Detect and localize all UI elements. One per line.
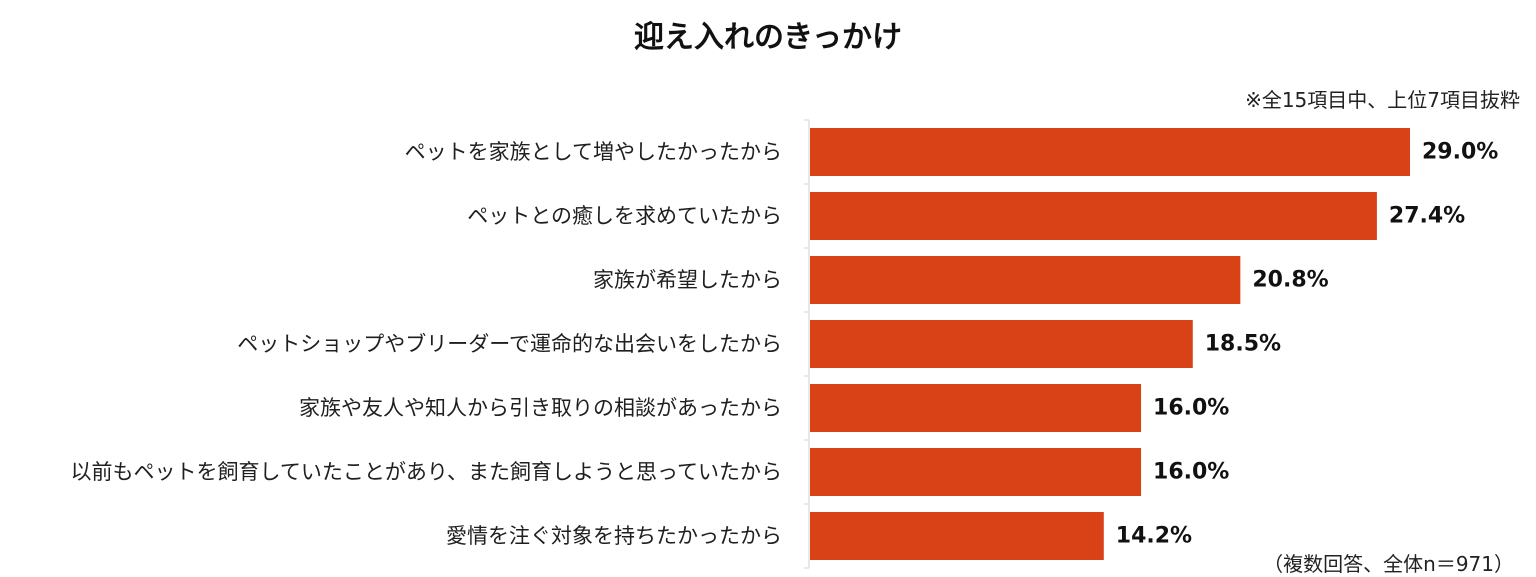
value-label-5: 16.0% — [1153, 396, 1229, 421]
category-label-4: ペットショップやブリーダーで運命的な出会いをしたから — [237, 332, 782, 356]
label-layer: ペットを家族として増やしたかったから 29.0% ペットとの癒しを求めていたから 27… — [71, 140, 1499, 549]
value-label-6: 16.0% — [1153, 460, 1229, 485]
category-label-5: 家族や友人や知人から引き取りの相談があったから — [299, 396, 782, 420]
value-label-2: 27.4% — [1389, 204, 1465, 229]
bar-6 — [810, 448, 1142, 496]
value-label-4: 18.5% — [1205, 332, 1281, 357]
category-label-6: 以前もペットを飼育していたことがあり、また飼育しようと思っていたから — [71, 460, 782, 484]
chart-note: ※全15項目中、上位7項目抜粋 — [1245, 88, 1520, 112]
bar-7 — [810, 512, 1104, 560]
value-label-7: 14.2% — [1116, 524, 1192, 549]
chart-title: 迎え入れのきっかけ — [634, 20, 902, 55]
category-label-1: ペットを家族として増やしたかったから — [405, 140, 782, 164]
bar-1 — [810, 128, 1410, 176]
category-label-2: ペットとの癒しを求めていたから — [467, 204, 782, 228]
value-label-3: 20.8% — [1252, 268, 1328, 293]
category-label-3: 家族が希望したから — [593, 268, 782, 292]
chart-footnote: （複数回答、全体n＝971） — [1263, 552, 1514, 576]
bar-4 — [810, 320, 1193, 368]
bar-2 — [810, 192, 1377, 240]
value-label-1: 29.0% — [1422, 140, 1498, 165]
bar-layer — [810, 128, 1410, 560]
bar-5 — [810, 384, 1142, 432]
axis-layer — [804, 119, 810, 569]
category-label-7: 愛情を注ぐ対象を持ちたかったから — [446, 524, 782, 548]
bar-3 — [810, 256, 1241, 304]
